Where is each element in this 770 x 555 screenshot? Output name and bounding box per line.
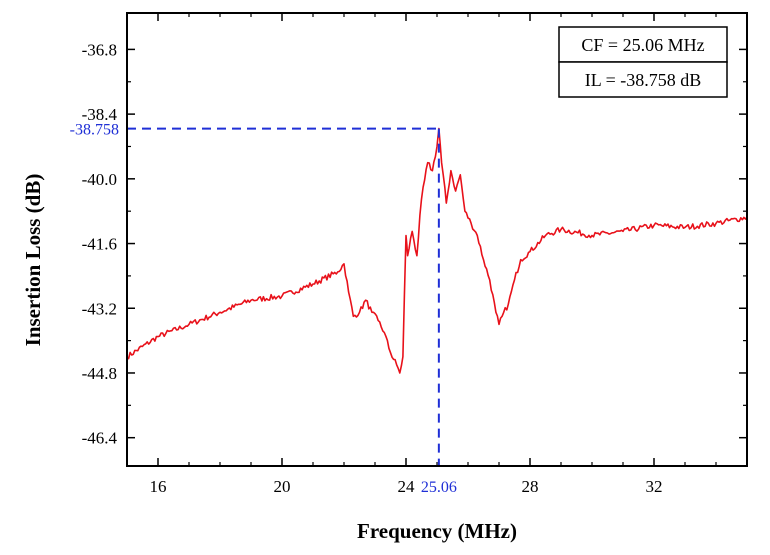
y-tick-label: -43.2 <box>82 299 117 318</box>
annotation-box-bottom <box>558 61 728 98</box>
x-tick-label: 24 <box>398 477 416 496</box>
center-frequency-annotation: CF = 25.06 MHz <box>581 35 704 55</box>
insertion-loss-annotation: IL = -38.758 dB <box>585 70 701 90</box>
x-tick-label: 28 <box>522 477 539 496</box>
y-axis-title: Insertion Loss (dB) <box>21 174 45 347</box>
reference-x-label: 25.06 <box>421 479 457 496</box>
y-tick-label: -46.4 <box>82 429 118 448</box>
y-tick-label: -44.8 <box>82 364 117 383</box>
annotation-box: CF = 25.06 MHz IL = -38.758 dB <box>558 26 728 98</box>
annotation-box-top <box>558 26 728 63</box>
chart-traces <box>126 127 748 466</box>
x-tick-label: 16 <box>150 477 167 496</box>
series-line-1 <box>126 127 748 374</box>
chart-axes: -36.8 -38.4 -40.0 -41.6 -43.2 -44.8 -46.4 16 20 2… <box>70 12 748 496</box>
y-tick-label: -40.0 <box>82 170 117 189</box>
x-tick-label: 20 <box>274 477 291 496</box>
y-tick-label: -38.4 <box>82 105 118 124</box>
x-tick-label: 32 <box>646 477 663 496</box>
reference-y-label: -38.758 <box>70 122 119 139</box>
y-tick-label: -36.8 <box>82 40 117 59</box>
x-axis-title: Frequency (MHz) <box>357 519 517 543</box>
y-tick-label: -41.6 <box>82 235 117 254</box>
